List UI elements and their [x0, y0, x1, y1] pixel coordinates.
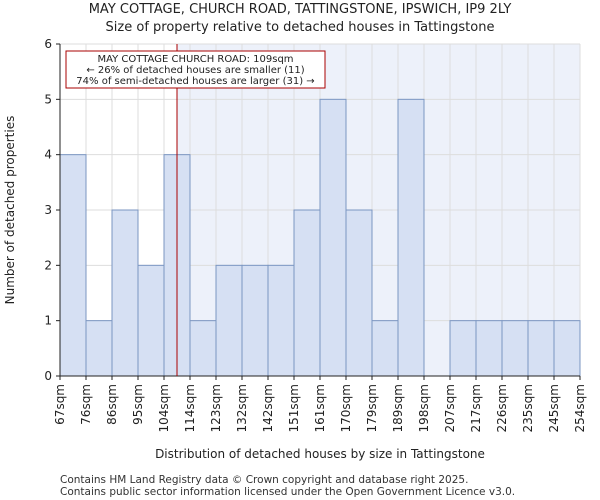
- x-tick-label: 104sqm: [157, 384, 171, 432]
- x-tick-label: 254sqm: [573, 384, 587, 432]
- histogram-bar: [241, 264, 269, 377]
- x-tick-label: 170sqm: [339, 384, 353, 432]
- y-tick-label: 1: [44, 314, 52, 328]
- x-tick-label: 161sqm: [313, 384, 327, 432]
- x-tick-label: 67sqm: [53, 384, 67, 425]
- x-tick-label: 189sqm: [391, 384, 405, 432]
- histogram-bar: [85, 320, 113, 377]
- annotation-box: [65, 50, 326, 89]
- x-tick-label: 123sqm: [209, 384, 223, 432]
- histogram-bar: [397, 98, 425, 377]
- y-tick-label: 3: [44, 203, 52, 217]
- y-tick-label: 5: [44, 92, 52, 106]
- histogram-bar: [345, 209, 373, 377]
- histogram-bar: [553, 320, 581, 377]
- x-tick-label: 207sqm: [443, 384, 457, 432]
- chart-title: MAY COTTAGE, CHURCH ROAD, TATTINGSTONE, …: [88, 2, 512, 17]
- x-tick-label: 76sqm: [79, 384, 93, 425]
- x-tick-label: 235sqm: [521, 384, 535, 432]
- histogram-bar: [215, 264, 243, 377]
- x-axis-title: Distribution of detached houses by size …: [155, 447, 485, 461]
- x-tick-label: 226sqm: [495, 384, 509, 432]
- x-tick-label: 142sqm: [261, 384, 275, 432]
- histogram-bar: [527, 320, 555, 377]
- x-tick-label: 95sqm: [131, 384, 145, 425]
- y-tick-label: 4: [44, 148, 52, 162]
- y-tick-label: 0: [44, 369, 52, 383]
- histogram-bar: [293, 209, 321, 377]
- footer-line-1: Contains HM Land Registry data © Crown c…: [60, 474, 469, 486]
- annotation-line-3: 74% of semi-detached houses are larger (…: [76, 76, 314, 87]
- chart-subtitle: Size of property relative to detached ho…: [105, 20, 495, 35]
- y-axis-title: Number of detached properties: [3, 116, 17, 305]
- x-tick-label: 132sqm: [235, 384, 249, 432]
- histogram-bar: [267, 264, 295, 377]
- histogram-bar: [59, 154, 87, 377]
- x-tick-label: 114sqm: [183, 384, 197, 432]
- histogram-bar: [449, 320, 477, 377]
- histogram-bar: [319, 98, 347, 377]
- y-tick-label: 6: [44, 37, 52, 51]
- y-tick-label: 2: [44, 258, 52, 272]
- x-tick-label: 198sqm: [417, 384, 431, 432]
- histogram-bar: [475, 320, 503, 377]
- annotation-line-1: MAY COTTAGE CHURCH ROAD: 109sqm: [97, 54, 293, 65]
- x-tick-label: 179sqm: [365, 384, 379, 432]
- histogram-bar: [111, 209, 139, 377]
- annotation-line-2: ← 26% of detached houses are smaller (11…: [86, 65, 304, 76]
- x-tick-label: 151sqm: [287, 384, 301, 432]
- footer-line-2: Contains public sector information licen…: [60, 486, 516, 498]
- histogram-bar: [189, 320, 217, 377]
- x-tick-label: 217sqm: [469, 384, 483, 432]
- x-tick-label: 86sqm: [105, 384, 119, 425]
- histogram-bar: [137, 264, 165, 377]
- histogram-bar: [371, 320, 399, 377]
- histogram-bar: [501, 320, 529, 377]
- x-tick-label: 245sqm: [547, 384, 561, 432]
